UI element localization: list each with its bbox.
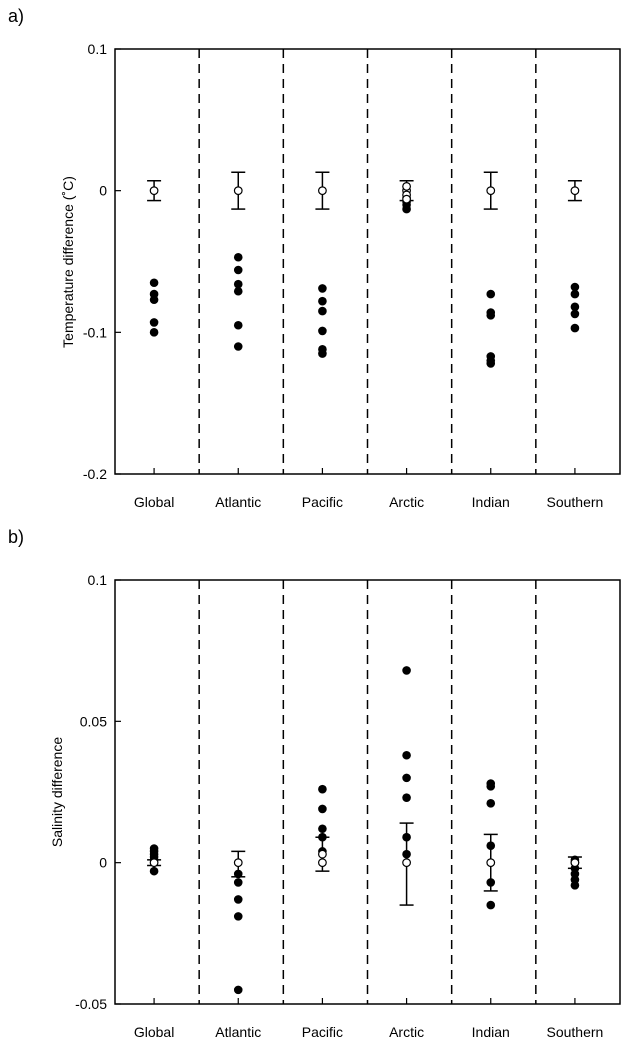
filled-point: [233, 265, 243, 275]
filled-point: [486, 782, 496, 791]
y-tick-label: 0.1: [88, 41, 108, 57]
y-axis-label: Temperature difference (˚C): [60, 176, 76, 348]
filled-point: [486, 900, 496, 910]
y-tick-label: 0: [99, 855, 107, 871]
filled-point: [318, 784, 327, 794]
category-label: Indian: [472, 1024, 510, 1040]
filled-point: [233, 320, 243, 330]
filled-point: [486, 359, 496, 368]
filled-point: [318, 804, 327, 814]
filled-point: [233, 912, 243, 921]
panel-label: a): [8, 6, 24, 26]
filled-point: [149, 278, 159, 288]
open-point: [233, 186, 243, 196]
y-tick-label: 0.1: [88, 572, 108, 588]
filled-point: [570, 302, 580, 312]
filled-point: [318, 824, 327, 834]
filled-point: [402, 666, 411, 675]
filled-point: [318, 296, 327, 306]
filled-point: [233, 985, 243, 995]
open-point: [402, 858, 411, 868]
y-tick-label: -0.05: [75, 996, 107, 1012]
open-point: [486, 186, 496, 196]
y-tick-label: 0: [99, 183, 107, 199]
panel-label: b): [8, 527, 24, 547]
filled-point: [570, 323, 580, 333]
filled-point: [402, 750, 411, 760]
category-label: Atlantic: [215, 1024, 261, 1040]
category-label: Arctic: [389, 1024, 424, 1040]
open-point: [570, 858, 580, 868]
filled-point: [233, 895, 243, 904]
filled-point: [233, 279, 243, 289]
open-point: [149, 186, 159, 196]
filled-point: [149, 866, 159, 876]
category-label: Global: [134, 1024, 174, 1040]
filled-point: [233, 878, 243, 887]
category-label: Arctic: [389, 494, 424, 510]
filled-point: [149, 318, 159, 327]
category-label: Atlantic: [215, 494, 261, 510]
filled-point: [402, 793, 411, 802]
y-tick-label: 0.05: [80, 713, 107, 729]
filled-point: [149, 328, 159, 337]
open-point: [318, 849, 327, 859]
filled-point: [486, 799, 496, 808]
open-point: [318, 858, 327, 868]
filled-point: [149, 295, 159, 305]
y-axis-label: Salinity difference: [49, 737, 65, 847]
filled-point: [486, 311, 496, 320]
open-point: [402, 182, 411, 191]
filled-point: [318, 306, 327, 316]
filled-point: [570, 880, 580, 890]
category-label: Pacific: [302, 1024, 343, 1040]
category-label: Pacific: [302, 494, 343, 510]
filled-point: [570, 289, 580, 299]
filled-point: [402, 204, 411, 214]
filled-point: [233, 286, 243, 296]
y-tick-label: -0.1: [83, 324, 107, 340]
filled-point: [318, 326, 327, 336]
filled-point: [570, 309, 580, 319]
open-point: [486, 858, 496, 868]
y-tick-label: -0.2: [83, 466, 107, 482]
open-point: [149, 858, 159, 868]
filled-point: [486, 289, 496, 299]
category-label: Southern: [547, 494, 604, 510]
filled-point: [570, 282, 580, 292]
category-label: Global: [134, 494, 174, 510]
filled-point: [233, 252, 243, 262]
category-label: Indian: [472, 494, 510, 510]
open-point: [318, 186, 327, 196]
panel-b: b) 0.1 0.05 0 -0.05 Global Atlantic Pacific Arct…: [8, 527, 621, 1040]
open-point: [233, 858, 243, 868]
category-label: Southern: [547, 1024, 604, 1040]
filled-point: [402, 773, 411, 783]
open-point: [570, 186, 580, 196]
open-point: [402, 194, 411, 204]
filled-point: [318, 284, 327, 293]
filled-point: [318, 349, 327, 358]
filled-point: [233, 342, 243, 351]
panel-a: a) 0.1 0 -0.1 -0.2 Global Atlantic Pacific Arcti…: [8, 6, 621, 510]
